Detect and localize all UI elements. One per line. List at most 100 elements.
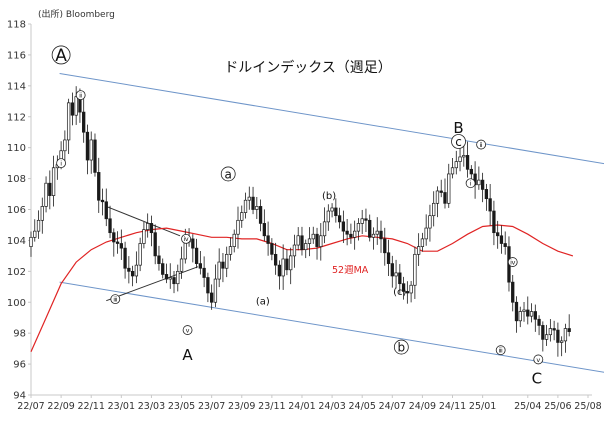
annotation-label: ⅳ: [510, 258, 516, 266]
x-tick-label: 22/07: [17, 401, 44, 412]
chart-title: ドルインデックス（週足）: [224, 59, 392, 76]
annotation-label: 52週MA: [332, 264, 369, 276]
candle-down: [386, 252, 391, 264]
candle-down: [262, 223, 266, 237]
annotation-label: ⅴ: [186, 326, 190, 334]
annotation-circle: [533, 354, 544, 365]
annotation-label: (c): [393, 287, 406, 298]
candle-down: [202, 267, 206, 278]
candle-up: [179, 258, 184, 272]
candle-down: [334, 207, 338, 217]
candle-up: [36, 219, 41, 232]
y-tick-label: 118: [7, 20, 26, 31]
candle-up: [213, 278, 218, 303]
candle-up: [247, 196, 251, 201]
candle-down: [398, 272, 402, 285]
candle-down: [273, 253, 278, 266]
x-tick-label: 23/05: [168, 401, 195, 412]
candle-up: [375, 230, 379, 235]
axes: 94 96 98 100 102 104 106 108 110 112 114 116 118 22/0…: [7, 20, 602, 413]
candle-down: [383, 238, 387, 254]
candle-down: [157, 255, 161, 264]
annotation-circle: [75, 90, 86, 101]
candle-down: [104, 201, 108, 220]
candle-up: [243, 199, 248, 213]
candle-up: [544, 334, 549, 340]
candle-up: [353, 230, 357, 238]
candle-down: [70, 102, 75, 116]
y-tick-label: 116: [7, 50, 26, 61]
candle-down: [503, 243, 507, 247]
candle-down: [123, 247, 127, 269]
candle-down: [480, 179, 485, 190]
channel-line: [59, 72, 604, 165]
annotation-circle: [507, 257, 518, 267]
candle-down: [541, 325, 545, 340]
candle-up: [228, 246, 233, 255]
candle-up: [413, 253, 417, 286]
annotation-label: B: [453, 119, 463, 137]
annotation-label: ⅱ: [480, 141, 483, 149]
candle-down: [492, 210, 496, 234]
candle-up: [232, 233, 236, 247]
candle-up: [146, 223, 150, 230]
x-tick-label: 22/09: [47, 401, 74, 412]
annotation-label: ⅴ: [536, 356, 540, 364]
x-tick-label: 24/11: [439, 401, 466, 412]
x-tick-label: 22/11: [78, 401, 105, 412]
candle-down: [537, 318, 541, 326]
candle-down: [100, 199, 105, 203]
candle-up: [63, 139, 67, 152]
annotation-label: ⅳ: [183, 235, 189, 243]
candle-up: [432, 202, 436, 217]
x-tick-label: 25/08: [574, 401, 601, 412]
candle-down: [277, 264, 282, 277]
candle-up: [447, 173, 451, 204]
candle-down: [119, 243, 123, 249]
candle-down: [172, 277, 176, 285]
candle-down: [526, 309, 530, 317]
candle-up: [518, 311, 522, 322]
candle-up: [29, 236, 33, 247]
candle-down: [149, 223, 154, 234]
candle-down: [337, 215, 342, 223]
annotation-circle: [465, 178, 476, 189]
candle-down: [164, 274, 169, 280]
x-tick-label: 23/11: [258, 401, 285, 412]
candle-up: [326, 210, 330, 223]
candle-down: [401, 283, 406, 292]
candle-up: [477, 179, 481, 186]
candle-up: [236, 219, 240, 235]
candle-up: [281, 258, 285, 277]
annotation-label: ⅲ: [113, 295, 117, 303]
x-tick-label: 24/01: [288, 401, 315, 412]
candle-up: [44, 182, 48, 207]
x-tick-label: 25/04: [514, 401, 541, 412]
annotation-label: ⅱ: [79, 91, 82, 99]
candle-up: [304, 243, 308, 251]
y-tick-label: 102: [7, 267, 26, 278]
candle-down: [511, 281, 515, 303]
annotation-circle: [181, 233, 191, 244]
candle-down: [300, 235, 304, 251]
candle-down: [108, 218, 112, 234]
candle-up: [66, 102, 71, 141]
y-tick-label: 114: [7, 81, 26, 92]
candle-up: [307, 238, 312, 244]
candle-up: [217, 261, 221, 280]
annotation-label: a: [225, 167, 232, 181]
candle-down: [484, 189, 489, 200]
annotation-label: ⅰ: [60, 159, 62, 167]
annotations: Aⅰ ⅱ ⅲ ⅳ ⅴ Aa (a) (b) 52週MA (c) b Bc ⅰ ⅱ ⅲ ⅳ ⅴ C: [51, 45, 544, 387]
source-label: (出所) Bloomberg: [38, 8, 115, 20]
annotation-label: c: [455, 135, 462, 149]
y-tick-label: 112: [7, 112, 26, 123]
candle-up: [168, 277, 172, 280]
candle-down: [465, 155, 470, 170]
annotation-circle: [182, 325, 193, 335]
candle-down: [48, 182, 52, 196]
candle-up: [255, 206, 259, 210]
candle-up: [529, 311, 534, 317]
annotation-circle: [451, 134, 466, 149]
